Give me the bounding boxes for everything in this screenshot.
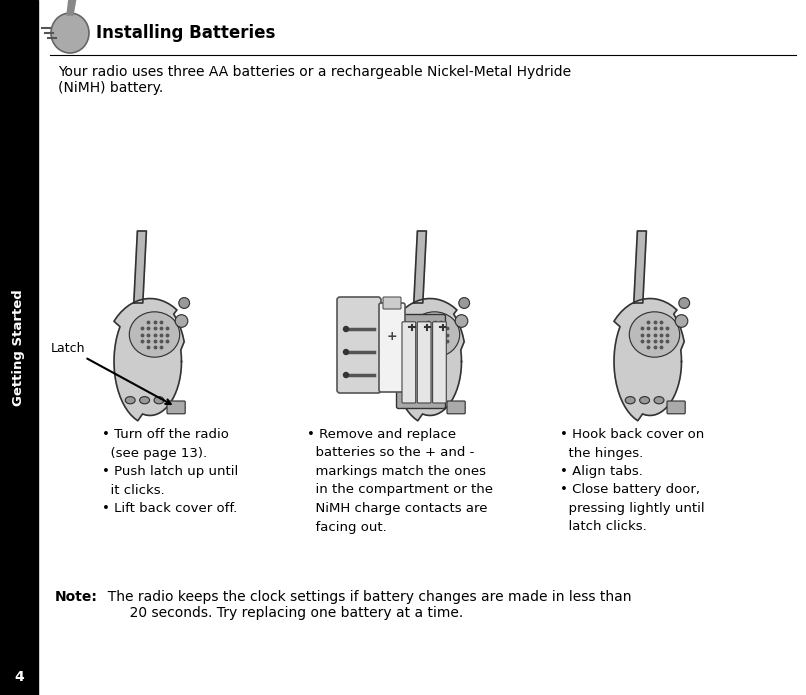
Polygon shape [394, 299, 464, 420]
Text: Getting Started: Getting Started [13, 289, 26, 406]
Text: • Remove and replace
  batteries so the + and -
  markings match the ones
  in t: • Remove and replace batteries so the + … [307, 428, 493, 534]
Ellipse shape [675, 315, 688, 327]
FancyBboxPatch shape [418, 322, 431, 403]
Polygon shape [114, 299, 185, 420]
Polygon shape [67, 0, 76, 15]
Text: • Hook back cover on
  the hinges.
• Align tabs.
• Close battery door,
  pressin: • Hook back cover on the hinges. • Align… [560, 428, 704, 534]
Ellipse shape [343, 327, 348, 332]
Text: The radio keeps the clock settings if battery changes are made in less than
    : The radio keeps the clock settings if ba… [99, 590, 631, 620]
FancyBboxPatch shape [447, 401, 465, 414]
FancyBboxPatch shape [402, 322, 416, 403]
FancyBboxPatch shape [667, 401, 685, 414]
Polygon shape [413, 231, 426, 303]
Ellipse shape [654, 397, 664, 404]
Ellipse shape [629, 312, 679, 357]
Text: 4: 4 [15, 670, 24, 684]
Bar [0, 0, 38, 695]
Polygon shape [134, 231, 147, 303]
FancyBboxPatch shape [397, 315, 446, 409]
Text: (NiMH) battery.: (NiMH) battery. [58, 81, 164, 95]
Ellipse shape [455, 315, 467, 327]
Ellipse shape [459, 297, 470, 309]
Ellipse shape [409, 312, 459, 357]
Ellipse shape [179, 297, 189, 309]
Text: Note:: Note: [55, 590, 98, 604]
FancyBboxPatch shape [337, 297, 381, 393]
Text: Latch: Latch [51, 341, 171, 404]
Text: • Turn off the radio
  (see page 13).
• Push latch up until
  it clicks.
• Lift : • Turn off the radio (see page 13). • Pu… [102, 428, 239, 515]
FancyBboxPatch shape [167, 401, 185, 414]
FancyBboxPatch shape [383, 297, 401, 309]
Polygon shape [614, 299, 684, 420]
FancyBboxPatch shape [433, 322, 447, 403]
FancyBboxPatch shape [379, 303, 405, 392]
Ellipse shape [175, 315, 188, 327]
Ellipse shape [405, 397, 415, 404]
Ellipse shape [343, 350, 348, 354]
Ellipse shape [139, 397, 150, 404]
Ellipse shape [640, 397, 650, 404]
Ellipse shape [343, 373, 348, 377]
Ellipse shape [129, 312, 180, 357]
Text: Installing Batteries: Installing Batteries [96, 24, 276, 42]
Text: Your radio uses three AA batteries or a rechargeable Nickel-Metal Hydride: Your radio uses three AA batteries or a … [58, 65, 571, 79]
Ellipse shape [125, 397, 135, 404]
Ellipse shape [679, 297, 690, 309]
Ellipse shape [51, 13, 89, 53]
Polygon shape [634, 231, 646, 303]
Text: +: + [387, 329, 397, 343]
Ellipse shape [154, 397, 164, 404]
Ellipse shape [434, 397, 444, 404]
Ellipse shape [625, 397, 635, 404]
Ellipse shape [420, 397, 430, 404]
